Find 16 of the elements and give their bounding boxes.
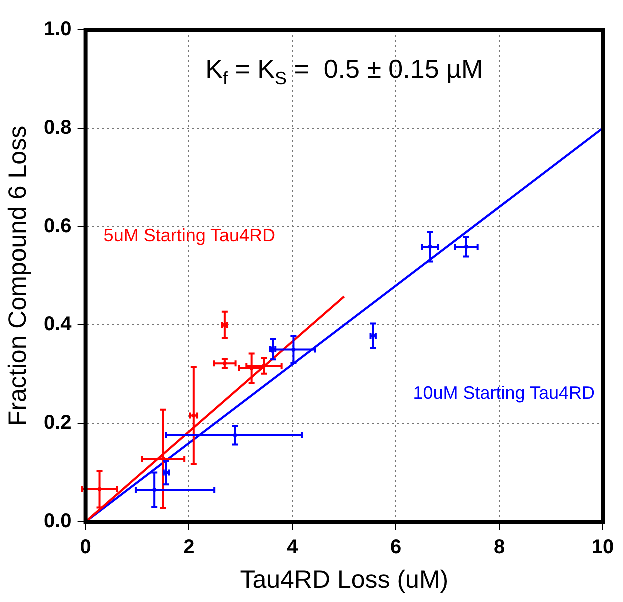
y-tick-label: 0.0: [44, 510, 72, 533]
x-tick-label: 8: [494, 536, 506, 559]
y-tick-label: 0.6: [44, 215, 72, 238]
x-tick-label: 4: [287, 536, 300, 559]
y-axis-title: Fraction Compound 6 Loss: [4, 126, 32, 426]
y-tick-label: 1.0: [44, 18, 72, 41]
x-axis-title: Tau4RD Loss (uM): [240, 566, 449, 594]
x-tick-label: 2: [184, 536, 195, 559]
x-tick-label: 10: [592, 536, 614, 559]
y-tick-label: 0.2: [44, 412, 72, 434]
x-tick-label: 0: [80, 536, 92, 559]
y-tick-label: 0.4: [44, 314, 73, 336]
y-tick-label: 0.8: [44, 116, 72, 139]
text: 10uM Starting Tau4RD: [413, 383, 595, 404]
x-tick-label: 6: [390, 536, 402, 559]
text: 5uM Starting Tau4RD: [104, 226, 276, 246]
